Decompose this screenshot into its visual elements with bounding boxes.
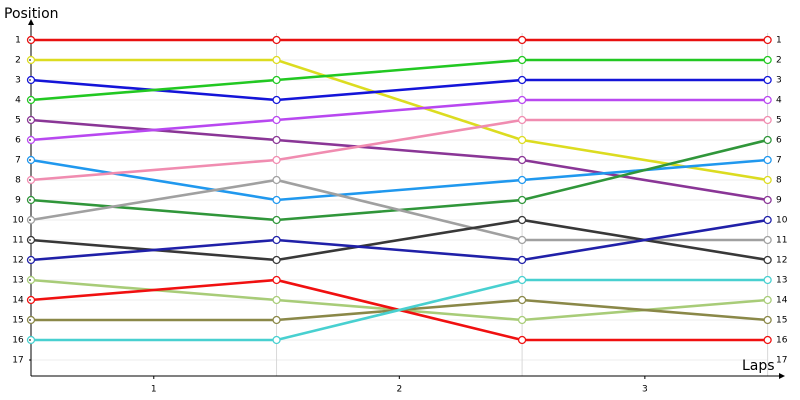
point — [272, 35, 281, 45]
point — [517, 175, 527, 185]
y-tick-label-right: 7 — [776, 156, 782, 166]
y-tick-label: 7 — [15, 156, 21, 166]
point — [763, 255, 772, 265]
point — [517, 275, 527, 285]
point — [763, 135, 772, 145]
point — [517, 115, 527, 125]
point — [272, 175, 281, 185]
y-tick-label: 12 — [12, 256, 23, 266]
point — [517, 295, 527, 305]
point — [763, 215, 772, 225]
series-line — [31, 58, 768, 182]
point — [763, 155, 772, 165]
point — [517, 75, 527, 85]
point — [763, 275, 772, 285]
point — [272, 95, 281, 105]
point — [763, 55, 772, 65]
y-tick-label: 15 — [12, 316, 23, 326]
point — [272, 75, 281, 85]
point — [763, 95, 772, 105]
y-tick-label: 16 — [12, 336, 24, 346]
y-tick-label-right: 8 — [776, 176, 782, 186]
point — [763, 295, 772, 305]
point — [272, 195, 281, 205]
point — [272, 55, 281, 65]
point — [763, 75, 772, 85]
series-line — [30, 58, 768, 102]
plot — [26, 35, 772, 345]
point — [272, 115, 281, 125]
point — [272, 255, 281, 265]
y-tick-label: 10 — [12, 216, 24, 226]
y-tick-label-right: 3 — [776, 76, 782, 86]
series-line — [30, 218, 768, 262]
point — [272, 155, 281, 165]
point — [272, 235, 281, 245]
point — [517, 155, 527, 165]
point — [517, 315, 527, 325]
y-tick-label-right: 16 — [776, 336, 788, 346]
y-axis-title: Position — [4, 6, 59, 22]
point — [763, 195, 772, 205]
x-tick-label: 3 — [642, 385, 648, 395]
point — [517, 255, 527, 265]
point — [272, 295, 281, 305]
point — [272, 275, 281, 285]
y-tick-label-right: 2 — [776, 56, 782, 66]
y-tick-label-right: 13 — [776, 276, 787, 286]
point — [517, 195, 527, 205]
y-tick-label: 4 — [15, 96, 21, 106]
point — [517, 335, 527, 345]
point — [763, 175, 772, 185]
y-tick-label: 3 — [15, 76, 21, 86]
point — [272, 135, 281, 145]
y-tick-label-right: 1 — [776, 36, 782, 46]
point — [272, 315, 281, 325]
y-tick-label-right: 14 — [776, 296, 788, 306]
point — [763, 235, 772, 245]
point — [517, 235, 527, 245]
y-tick-label: 8 — [15, 176, 21, 186]
point — [763, 115, 772, 125]
y-tick-label: 9 — [15, 196, 21, 206]
series-line — [30, 118, 768, 182]
y-tick-label: 11 — [12, 236, 23, 246]
y-tick-label-right: 15 — [776, 316, 787, 326]
y-tick-label-right: 11 — [776, 236, 787, 246]
x-axis-title: Laps — [742, 358, 775, 374]
point — [517, 215, 527, 225]
y-tick-label-right: 6 — [776, 136, 782, 146]
y-tick-label-right: 9 — [776, 196, 782, 206]
y-tick-label-right: 17 — [776, 356, 787, 366]
point — [517, 55, 527, 65]
point — [272, 335, 281, 345]
x-tick-label: 1 — [151, 385, 157, 395]
series-line — [31, 278, 768, 342]
y-tick-label: 17 — [12, 356, 23, 366]
y-tick-label: 2 — [15, 56, 21, 66]
y-tick-label-right: 10 — [776, 216, 788, 226]
point — [763, 315, 772, 325]
y-tick-label: 5 — [15, 116, 21, 126]
y-tick-label-right: 12 — [776, 256, 787, 266]
point — [763, 35, 772, 45]
x-tick-label: 2 — [396, 385, 402, 395]
y-tick-label: 1 — [15, 36, 21, 46]
series-line — [30, 98, 768, 142]
y-tick-label-right: 4 — [776, 96, 782, 106]
point — [517, 135, 527, 145]
y-tick-label: 6 — [15, 136, 21, 146]
y-tick-label-right: 5 — [776, 116, 782, 126]
point — [517, 95, 527, 105]
y-tick-label: 14 — [12, 296, 24, 306]
y-tick-label: 13 — [12, 276, 23, 286]
point — [517, 35, 527, 45]
point — [272, 215, 281, 225]
grid — [31, 33, 769, 376]
point — [763, 335, 772, 345]
